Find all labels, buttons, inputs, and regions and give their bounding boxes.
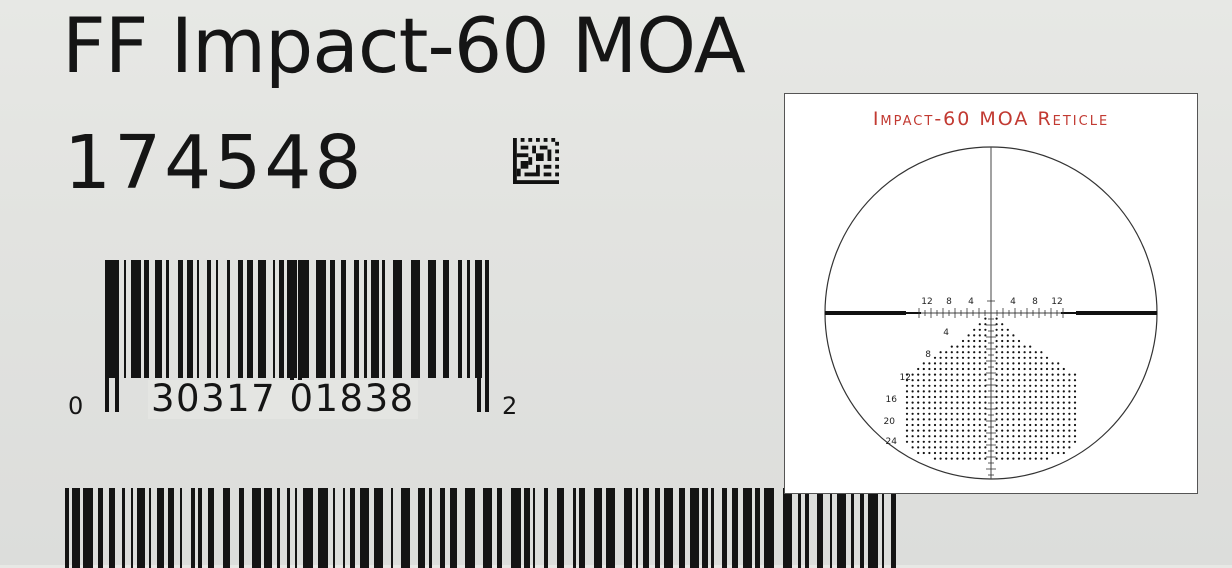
product-name: FF Impact-60 MOA: [62, 1, 746, 90]
reticle-v-label: 4: [943, 328, 949, 338]
datamatrix-code: [513, 138, 559, 184]
upc-barcode: [105, 260, 489, 412]
reticle-h-label: 4: [968, 297, 974, 307]
reticle-h-label: 12: [921, 297, 932, 307]
reticle-diagram: 12 8 4 4 8 12 4 8 12 16 20 24: [824, 146, 1158, 480]
reticle-h-label: 4: [1010, 297, 1016, 307]
reticle-h-label: 8: [946, 297, 952, 307]
secondary-barcode: [65, 488, 896, 568]
reticle-v-label: 8: [925, 350, 931, 360]
upc-right-digit: 2: [502, 392, 518, 420]
reticle-v-label: 12: [900, 373, 911, 383]
upc-left-digit: 0: [68, 392, 84, 420]
part-number: 174548: [64, 120, 365, 206]
reticle-h-label: 12: [1051, 297, 1062, 307]
reticle-v-label: 24: [886, 437, 898, 447]
reticle-v-label: 16: [886, 395, 898, 405]
reticle-title: Impact-60 MOA Reticle: [872, 108, 1110, 130]
upc-main-digits: 30317 01838: [148, 379, 418, 419]
reticle-h-label: 8: [1032, 297, 1038, 307]
reticle-v-label: 20: [884, 417, 896, 427]
reticle-inset: 12 8 4 4 8 12 4 8 12 16 20 24 Impact-60 MOA Reticle: [784, 93, 1198, 494]
